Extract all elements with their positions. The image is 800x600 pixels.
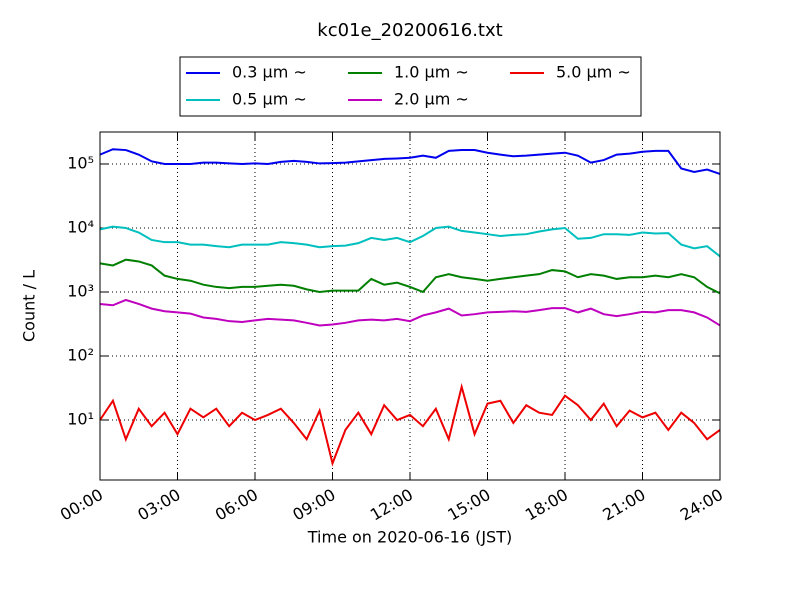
y-tick-label: 10³ <box>67 281 94 300</box>
plot-frame <box>99 131 721 481</box>
y-tick-label: 10² <box>67 345 94 364</box>
legend-box <box>179 56 642 117</box>
legend-label: 1.0 μm ~ <box>394 63 469 82</box>
y-axis-label: Count / L <box>20 270 39 342</box>
data-line <box>99 298 721 327</box>
chart-title: kc01e_20200616.txt <box>317 20 502 41</box>
y-tick-label: 10⁵ <box>67 153 94 172</box>
legend-label: 2.0 μm ~ <box>394 90 469 109</box>
legend-label: 0.5 μm ~ <box>232 90 307 109</box>
y-tick-label: 10¹ <box>67 410 94 429</box>
legend-label: 0.3 μm ~ <box>232 63 307 82</box>
data-line <box>99 225 721 258</box>
x-axis-label: Time on 2020-06-16 (JST) <box>307 528 512 547</box>
data-line <box>99 382 721 467</box>
data-line <box>99 148 721 175</box>
data-line <box>99 258 721 295</box>
legend-label: 5.0 μm ~ <box>556 63 631 82</box>
y-tick-label: 10⁴ <box>67 217 94 236</box>
